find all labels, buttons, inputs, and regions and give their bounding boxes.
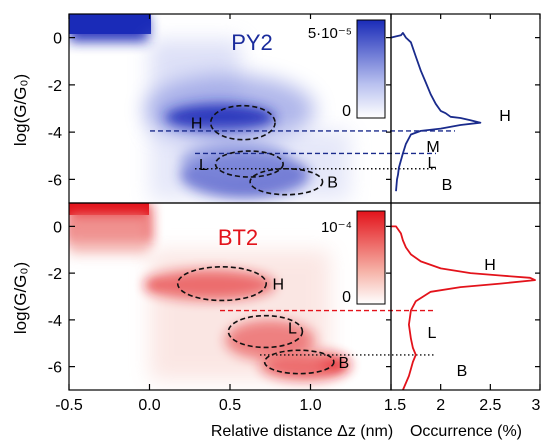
plateau-label-L-bottom-right: L (428, 325, 437, 342)
y-axis-title-top: log(G/G₀) (11, 74, 30, 146)
region-H-top-left (209, 104, 276, 141)
x-tick-label: 0.5 (219, 397, 241, 414)
plateau-label-B-top-right: B (442, 177, 453, 194)
occurrence-line-PY2 (390, 32, 482, 192)
x-axis-title: Relative distance Δz (nm) (211, 423, 393, 440)
plateau-label-H-top-right: H (499, 108, 511, 125)
colorbar-top (356, 19, 386, 119)
y-tick-label: -6 (48, 360, 62, 377)
y-tick-label: -6 (48, 172, 62, 189)
colorbar-bottom (356, 210, 386, 305)
heatmap-bottom-density (69, 203, 350, 380)
region-H-bottom-left (176, 266, 268, 302)
region-label-H-top-left: H (191, 116, 203, 133)
occurrence-tick-label: 1.5 (384, 397, 406, 414)
x-tick-label: 1.0 (299, 397, 321, 414)
y-tick-label: 0 (53, 219, 62, 236)
y-tick-label: 0 (53, 31, 62, 48)
plateau-label-L-top-right: L (428, 155, 437, 172)
colorbar-bottom-min-label: 0 (342, 289, 351, 306)
occurrence-axis-title: Occurrence (%) (410, 423, 522, 440)
region-L-top-left (214, 150, 284, 178)
plateau-label-M-top-right: M (426, 139, 439, 156)
x-tick-label: 0.0 (138, 397, 160, 414)
colorbar-bottom-max-label: 10⁻⁴ (321, 219, 352, 236)
occurrence-line-BT2 (391, 225, 536, 391)
region-L-bottom-left (227, 314, 304, 349)
panel-top-title: PY2 (231, 30, 273, 55)
region-label-L-bottom-left: L (288, 321, 297, 338)
colorbar-top-min-label: 0 (342, 103, 351, 120)
region-label-H-bottom-left: H (272, 277, 284, 294)
region-label-B-bottom-left: B (339, 355, 350, 372)
occurrence-tick-label: 3 (532, 397, 541, 414)
panel-top-right-frame (390, 13, 541, 204)
plateau-label-B-bottom-right: B (457, 363, 468, 380)
region-B-bottom-left (263, 349, 335, 375)
occurrence-tick-label: 2.5 (479, 397, 501, 414)
panel-bottom-title: BT2 (218, 225, 258, 250)
region-label-L-top-left: L (199, 157, 208, 174)
y-tick-label: -2 (48, 266, 62, 283)
y-tick-label: -4 (48, 125, 62, 142)
region-label-B-top-left: B (327, 175, 338, 192)
y-tick-label: -2 (48, 78, 62, 95)
colorbar-top-max-label: 5·10⁻⁵ (308, 25, 352, 42)
region-B-top-left (249, 167, 324, 196)
panel-bottom-right-frame (390, 202, 541, 391)
y-axis-title-bottom: log(G/G₀) (11, 262, 30, 334)
x-tick-label: -0.5 (55, 397, 83, 414)
occurrence-tick-label: 2 (436, 397, 445, 414)
plateau-label-H-bottom-right: H (484, 257, 496, 274)
y-tick-label: -4 (48, 313, 62, 330)
